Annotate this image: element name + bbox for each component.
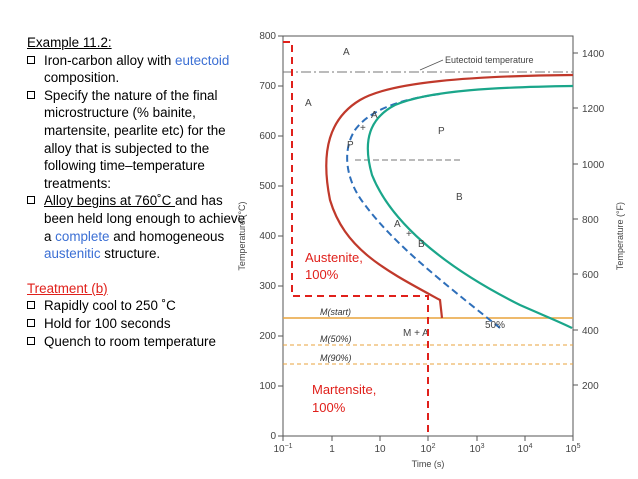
checkbox-bullet-icon: [27, 301, 35, 310]
checkbox-bullet-icon: [27, 318, 35, 327]
y-left-tick-label: 700: [259, 81, 276, 92]
y-right-axis-title: Temperature (°F): [615, 202, 625, 270]
y-left-tick-label: 600: [259, 131, 276, 142]
treatment-step: Quench to room temperature: [27, 333, 252, 351]
austenitic-highlight: austenitic: [44, 246, 101, 262]
martensite-line-labels: M(start) M(50%) M(90%): [320, 307, 352, 363]
left-axis-ticks: [278, 35, 283, 437]
m-start-label: M(start): [320, 307, 351, 317]
eutectoid-pointer: [419, 59, 444, 71]
region-label: B: [418, 239, 425, 250]
checkbox-bullet-icon: [27, 196, 35, 205]
y-left-tick-label: 500: [259, 181, 276, 192]
y-right-tick-label: 200: [582, 381, 599, 392]
region-label: A: [305, 98, 312, 109]
austenite-note-line1: Austenite,: [305, 250, 363, 265]
x-axis-title: Time (s): [412, 459, 445, 469]
bullet-specify: Specify the nature of the final microstr…: [27, 87, 252, 193]
m-90-label: M(90%): [320, 353, 352, 363]
x-tick-label: 102: [420, 443, 435, 455]
austenite-note-line2: 100%: [305, 267, 339, 282]
bullet-composition: Iron-carbon alloy with eutectoid composi…: [27, 52, 252, 87]
region-labels: A A P B P + A A + B M + A 50%: [305, 47, 505, 339]
y-left-tick-label: 400: [259, 231, 276, 242]
treatment-step: Hold for 100 seconds: [27, 315, 252, 333]
example-title: Example 11.2:: [27, 35, 112, 50]
start-curve: [325, 73, 574, 319]
finish-curve: [366, 84, 574, 329]
m-50-label: M(50%): [320, 334, 352, 344]
eutectoid-highlight: eutectoid: [175, 52, 230, 68]
bullet-initial-state: Alloy begins at 760˚C and has been held …: [27, 192, 252, 262]
problem-text-panel: Example 11.2: Iron-carbon alloy with eut…: [27, 34, 252, 350]
region-label: +: [406, 229, 412, 240]
fifty-percent-curve: [346, 93, 501, 329]
checkbox-bullet-icon: [27, 336, 35, 345]
martensite-note-line2: 100%: [312, 400, 346, 415]
treatment-title: Treatment (b): [27, 280, 108, 296]
x-tick-label: 10: [374, 444, 386, 455]
right-axis-ticks: [573, 52, 578, 386]
region-label: M + A: [403, 328, 429, 339]
treatment-path: [283, 41, 429, 436]
x-axis-ticks: [282, 436, 574, 441]
y-right-tick-label: 600: [582, 270, 599, 281]
region-label: 50%: [485, 320, 505, 331]
y-left-tick-label: 100: [259, 381, 276, 392]
region-label: A: [394, 219, 401, 230]
y-left-tick-label: 200: [259, 331, 276, 342]
austenite-annotation: Austenite, 100%: [305, 250, 363, 282]
y-left-axis-title: Temperature (°C): [237, 201, 247, 270]
complete-highlight: complete: [55, 228, 110, 244]
martensite-note-line1: Martensite,: [312, 382, 376, 397]
y-left-tick-label: 800: [259, 31, 276, 42]
y-right-tick-label: 800: [582, 215, 599, 226]
checkbox-bullet-icon: [27, 55, 35, 64]
y-right-tick-label: 400: [582, 326, 599, 337]
x-axis-labels: 10−1 1 10 102 103 104 105: [273, 443, 580, 455]
x-tick-label: 104: [517, 443, 532, 455]
x-tick-label: 103: [469, 443, 484, 455]
checkbox-bullet-icon: [27, 90, 35, 99]
martensite-annotation: Martensite, 100%: [312, 382, 376, 415]
treatment-step: Rapidly cool to 250 ˚C: [27, 297, 252, 315]
region-label: P: [438, 126, 445, 137]
left-axis-labels: 0 100 200 300 400 500 600 700 800: [259, 31, 276, 442]
right-axis-labels: 200 400 600 800 1000 1200 1400: [582, 49, 605, 392]
region-label: B: [456, 192, 463, 203]
y-left-tick-label: 0: [270, 431, 276, 442]
x-tick-label: 105: [565, 443, 580, 455]
eutectoid-label: Eutectoid temperature: [445, 55, 534, 65]
x-tick-label: 10−1: [273, 443, 292, 455]
y-right-tick-label: 1400: [582, 49, 605, 60]
region-label: P: [347, 140, 354, 151]
y-right-tick-label: 1200: [582, 104, 605, 115]
region-label: A: [371, 110, 378, 121]
region-label: +: [360, 123, 366, 134]
y-left-tick-label: 300: [259, 281, 276, 292]
x-tick-label: 1: [329, 444, 335, 455]
region-label: A: [343, 47, 350, 58]
y-right-tick-label: 1000: [582, 160, 605, 171]
